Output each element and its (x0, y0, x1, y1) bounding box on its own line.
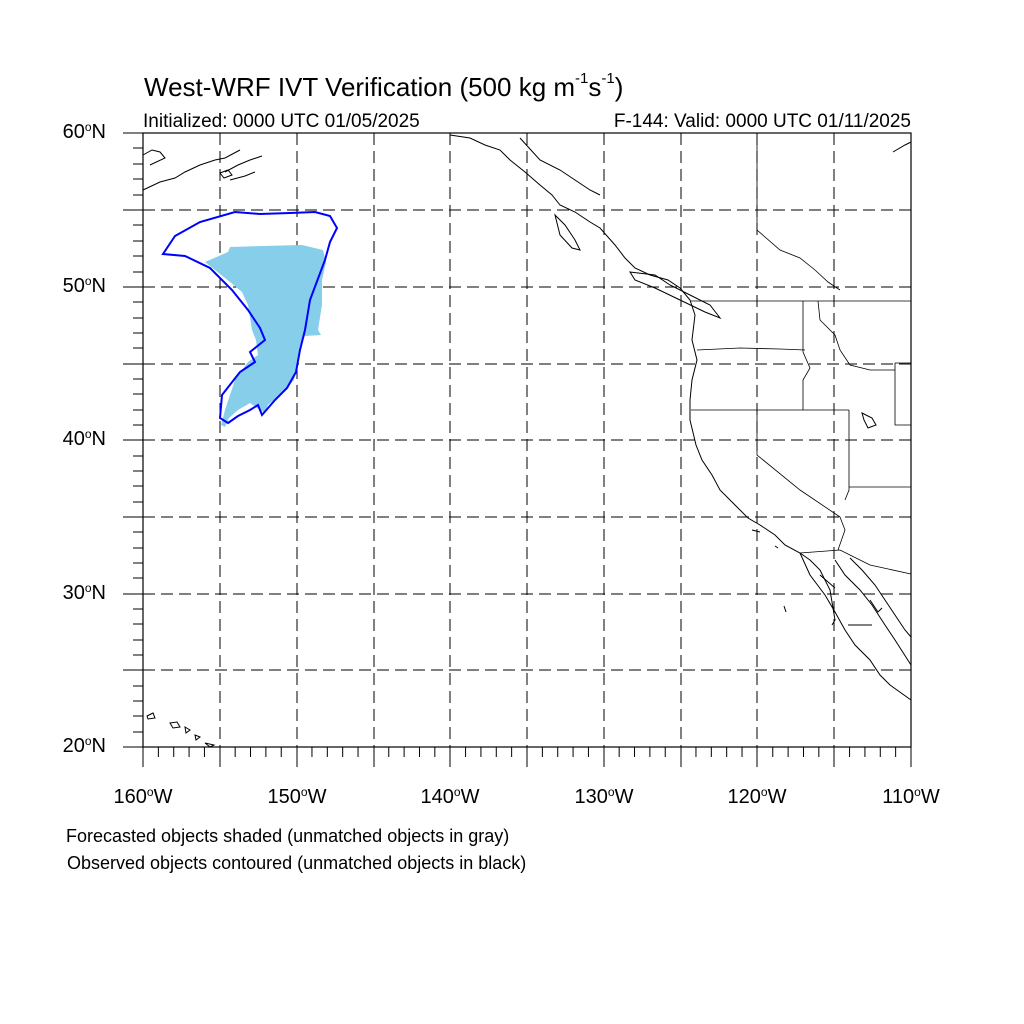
map-title: West-WRF IVT Verification (500 kg m-1s-1… (144, 70, 624, 102)
lon-label-160: 160oW (113, 785, 173, 808)
initialized-time: Initialized: 0000 UTC 01/05/2025 (143, 111, 420, 132)
lon-label-150: 150oW (267, 785, 327, 808)
note-observed: Observed objects contoured (unmatched ob… (67, 853, 527, 873)
lat-label-60: 60oN (62, 120, 106, 143)
lon-label-110: 110oW (882, 785, 940, 808)
grid-lines (143, 133, 911, 747)
note-forecast: Forecasted objects shaded (unmatched obj… (66, 826, 510, 846)
lat-label-30: 30oN (62, 581, 106, 604)
lat-label-40: 40oN (62, 427, 106, 450)
lat-label-50: 50oN (62, 274, 106, 297)
coastlines (142, 134, 912, 748)
forecast-object (205, 245, 326, 427)
observed-object (161, 210, 339, 425)
axis-ticks (123, 132, 912, 767)
state-borders (691, 133, 912, 575)
lon-label-120: 120oW (727, 785, 787, 808)
lon-label-140: 140oW (420, 785, 480, 808)
lat-label-20: 20oN (62, 734, 106, 757)
valid-time: F-144: Valid: 0000 UTC 01/11/2025 (613, 111, 911, 132)
bottom-minor-ticks (157, 747, 897, 757)
lon-label-130: 130oW (574, 785, 634, 808)
